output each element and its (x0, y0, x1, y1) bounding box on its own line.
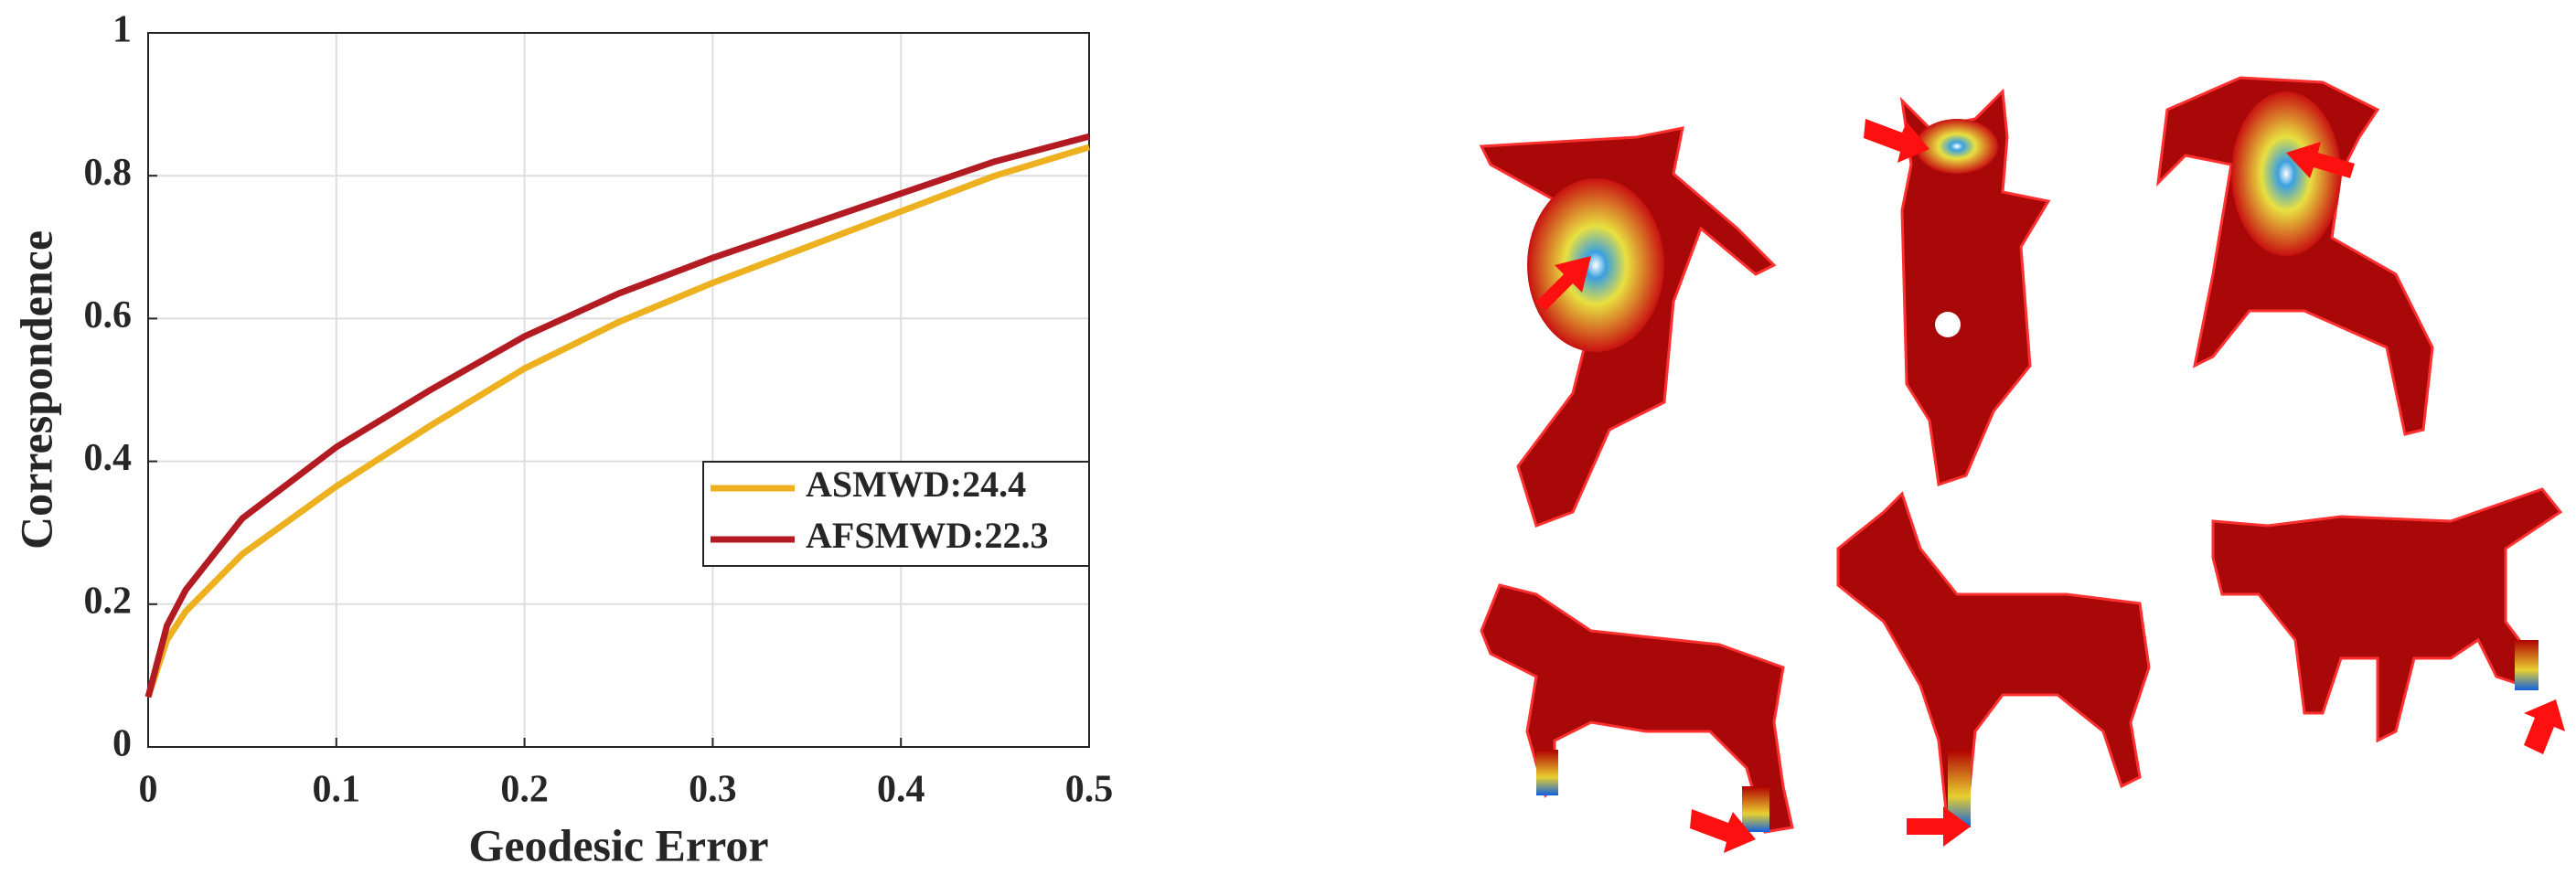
x-tick-label: 0.5 (1065, 769, 1114, 811)
y-tick-label: 0.2 (84, 580, 133, 622)
y-axis-label: Correspondence (10, 230, 61, 549)
series-line (144, 133, 1090, 699)
legend-box (702, 461, 1090, 567)
arrow (2286, 142, 2355, 178)
series-line (144, 144, 1091, 699)
y-tick-label: 0.8 (84, 152, 133, 194)
horse-shape (1480, 583, 1794, 834)
y-tick-label: 0.4 (84, 437, 133, 479)
x-axis-label: Geodesic Error (468, 819, 768, 870)
legend-label: ASMWD:24.4 (806, 464, 1026, 505)
arrow (1907, 806, 1971, 847)
x-tick-label: 0.1 (313, 769, 361, 811)
heat-region (1742, 786, 1769, 832)
heat-region (1536, 750, 1558, 795)
arrow (1690, 809, 1756, 853)
y-tick-label: 0 (112, 723, 132, 765)
axes-box (147, 32, 1090, 748)
arrow (2524, 699, 2565, 754)
human-shape (2155, 76, 2434, 436)
dog-shape (1836, 491, 2151, 829)
cat-shape (1899, 88, 2051, 486)
heat-region (2515, 640, 2539, 690)
x-tick-label: 0 (139, 769, 158, 811)
x-tick-label: 0.2 (500, 769, 549, 811)
heat-region (1527, 178, 1664, 352)
arrow (1536, 256, 1591, 311)
heat-region (1916, 119, 1998, 174)
x-tick-label: 0.4 (877, 769, 925, 811)
y-tick-label: 1 (112, 9, 132, 51)
heat-region (2231, 91, 2341, 256)
legend-label: AFSMWD:22.3 (806, 515, 1049, 556)
x-tick-label: 0.3 (689, 769, 737, 811)
y-tick-label: 0.6 (84, 294, 133, 336)
arrow (1864, 119, 1929, 163)
arrows (1536, 119, 2565, 853)
plot-area (148, 33, 1089, 747)
shape-renderings (1479, 76, 2563, 834)
hole (1935, 312, 1961, 337)
wolf-shape (2211, 487, 2563, 743)
